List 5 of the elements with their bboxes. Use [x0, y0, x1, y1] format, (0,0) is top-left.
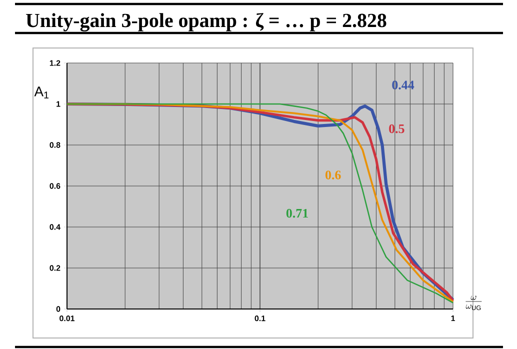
text: 0.71 — [286, 208, 308, 218]
x-axis-title: $\frac{\omega}{\omega_{\mathrm{UG}}}$ — [466, 296, 482, 310]
chart-title: Unity-gain 3-pole opamp : ζ = … p = 2.828 — [26, 13, 386, 32]
text: 0.6 — [325, 170, 341, 180]
y-axis-title: A$_{1}$ — [34, 86, 49, 98]
